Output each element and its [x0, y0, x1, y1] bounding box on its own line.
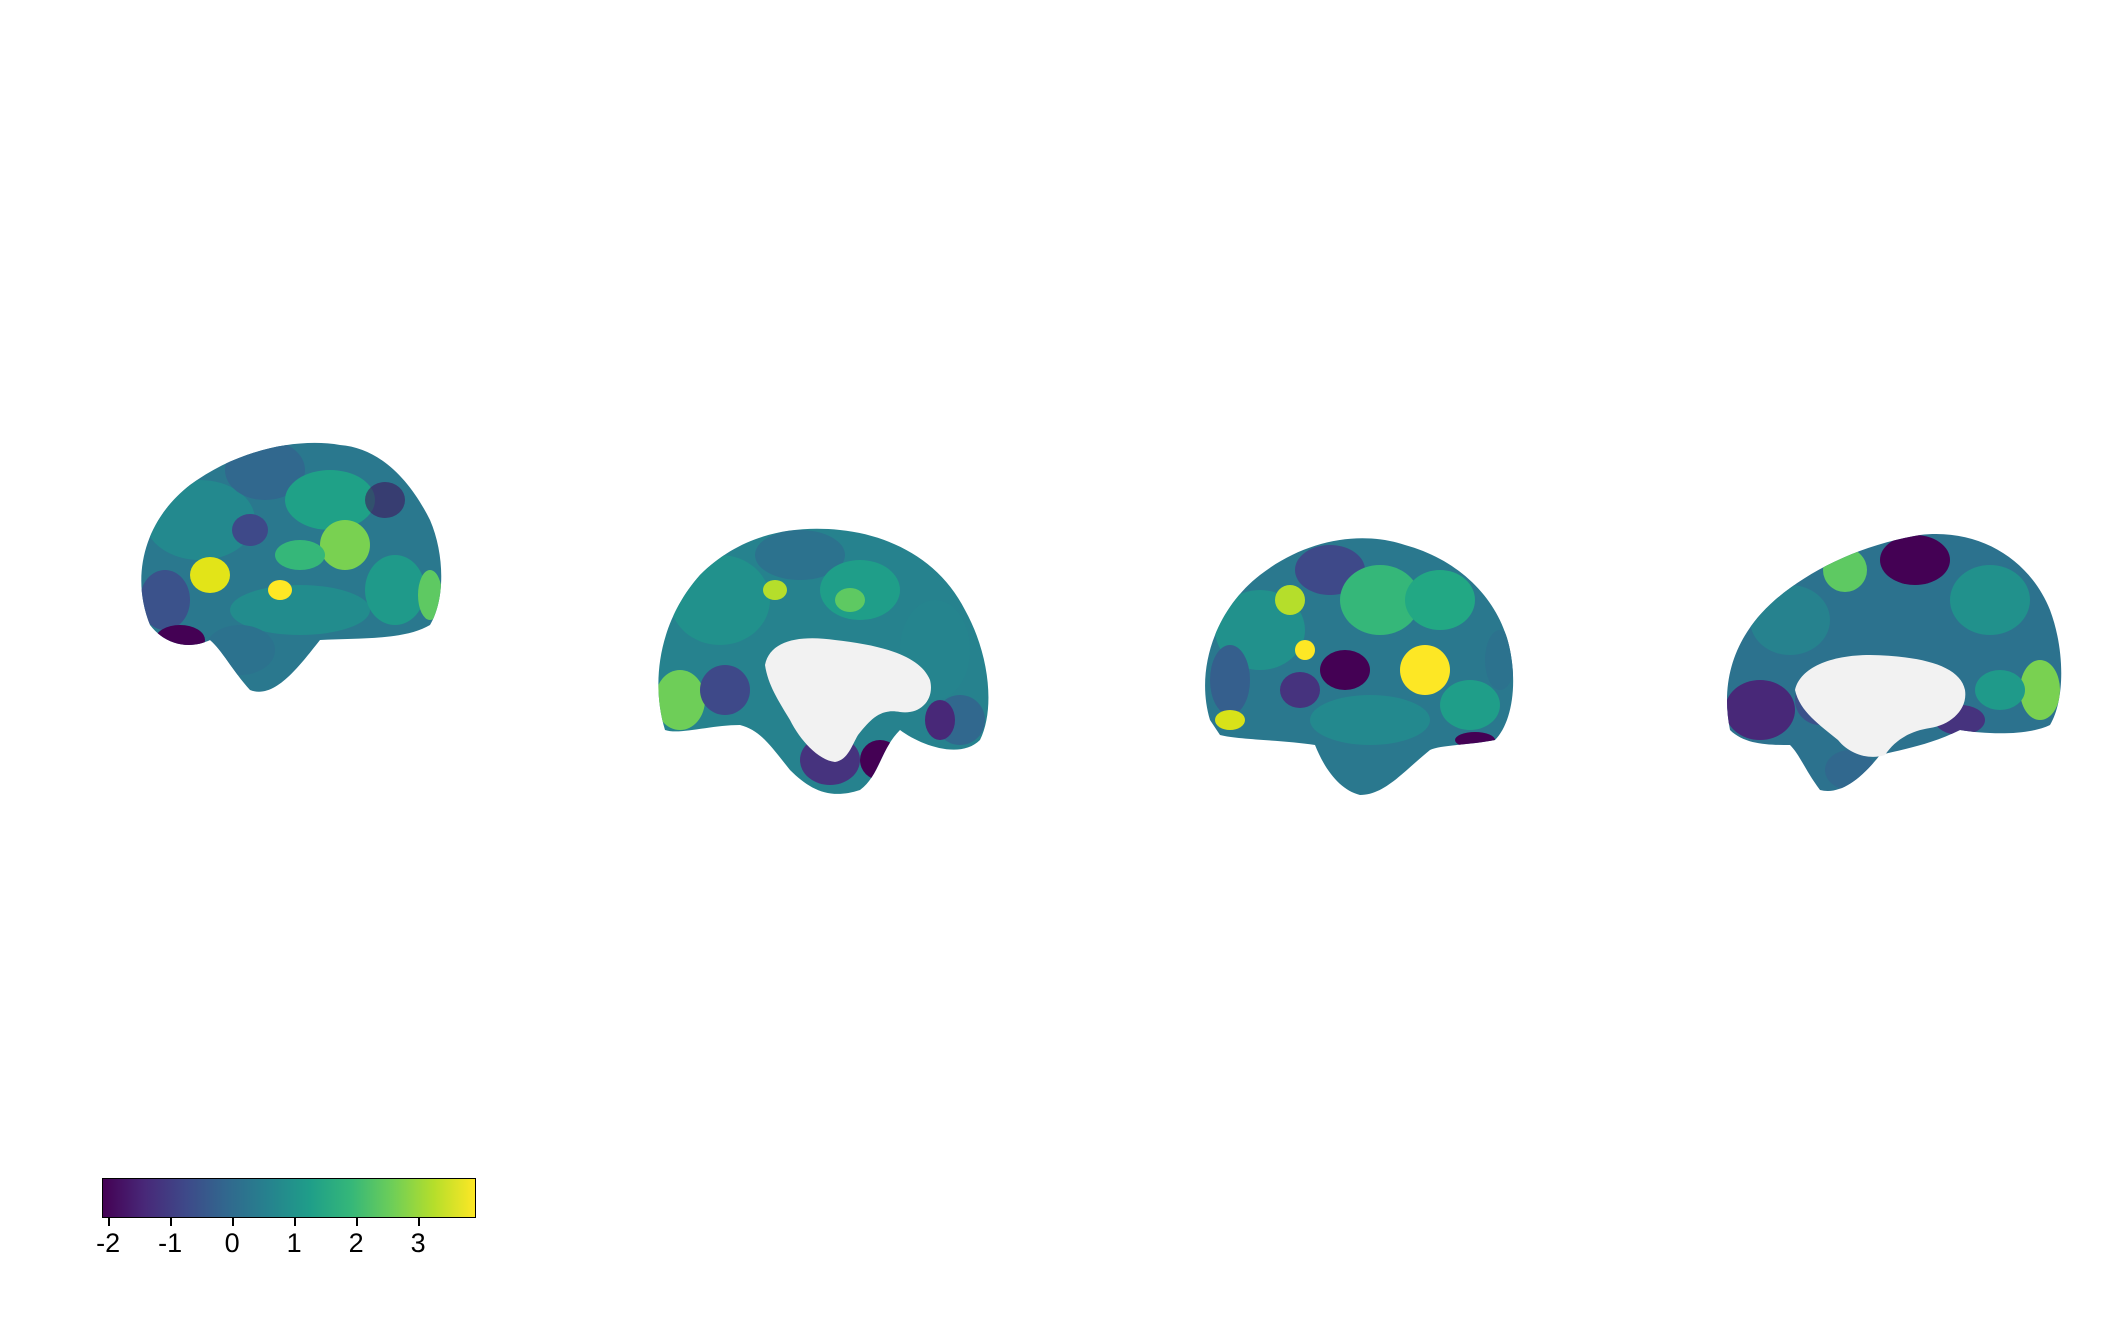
left-hemisphere-lateral-view — [141, 442, 442, 692]
colorbar-tick-label: 3 — [410, 1228, 426, 1258]
colorbar-tick-mark — [356, 1218, 358, 1226]
colorbar-tick-mark — [108, 1218, 110, 1226]
right-hemisphere-lateral-view — [1205, 538, 1514, 795]
left-hemisphere-medial-view — [658, 528, 989, 794]
colorbar-tick-label: 2 — [348, 1228, 364, 1258]
colorbar-legend: -2 -1 0 1 2 3 — [96, 1178, 478, 1278]
colorbar-gradient — [102, 1178, 476, 1218]
medial-wall — [1795, 655, 1966, 757]
colorbar-tick-label: 0 — [224, 1228, 240, 1258]
colorbar-tick-label: -2 — [96, 1228, 121, 1258]
colorbar-tick-label: 1 — [286, 1228, 302, 1258]
colorbar-tick-label: -1 — [158, 1228, 183, 1258]
colorbar-tick-mark — [418, 1218, 420, 1226]
medial-wall — [765, 638, 931, 762]
colorbar-tick-mark — [170, 1218, 172, 1226]
colorbar-tick-mark — [232, 1218, 234, 1226]
colorbar-tick-mark — [294, 1218, 296, 1226]
right-hemisphere-medial-view — [1727, 534, 2062, 791]
